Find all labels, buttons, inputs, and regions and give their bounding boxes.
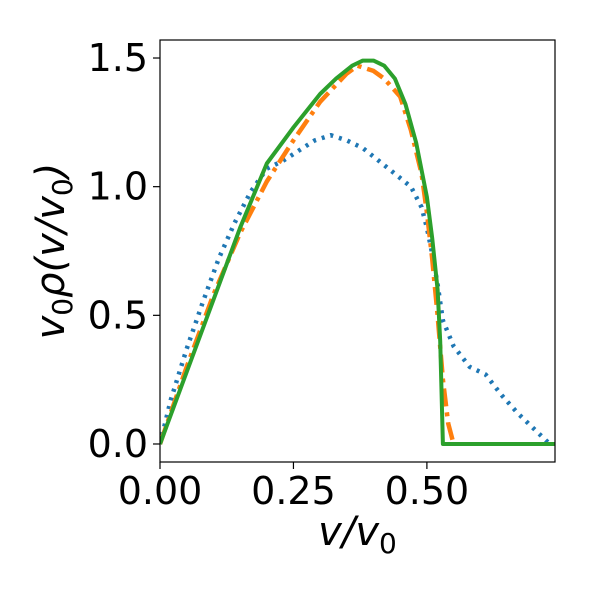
x-tick-label: 0.25 (251, 469, 336, 513)
y-tick-label: 0.0 (88, 422, 148, 466)
plot-area (160, 58, 555, 446)
series-line-2 (160, 63, 456, 445)
series-line-1 (160, 132, 552, 446)
series-line-3 (160, 58, 555, 446)
y-tick-label: 1.5 (88, 36, 148, 80)
y-axis-label: v0ρ(v/v0) (28, 163, 79, 340)
x-tick-label: 0.00 (118, 469, 203, 513)
x-tick-label: 0.50 (385, 469, 470, 513)
plot-frame (159, 39, 556, 463)
axis-ticks: 0.00 0.25 0.50 0.0 0.5 1.0 1.5 (88, 36, 470, 513)
x-axis-label: v/v0 (318, 509, 397, 560)
y-tick-label: 1.0 (88, 165, 148, 209)
y-tick-label: 0.5 (88, 293, 148, 337)
